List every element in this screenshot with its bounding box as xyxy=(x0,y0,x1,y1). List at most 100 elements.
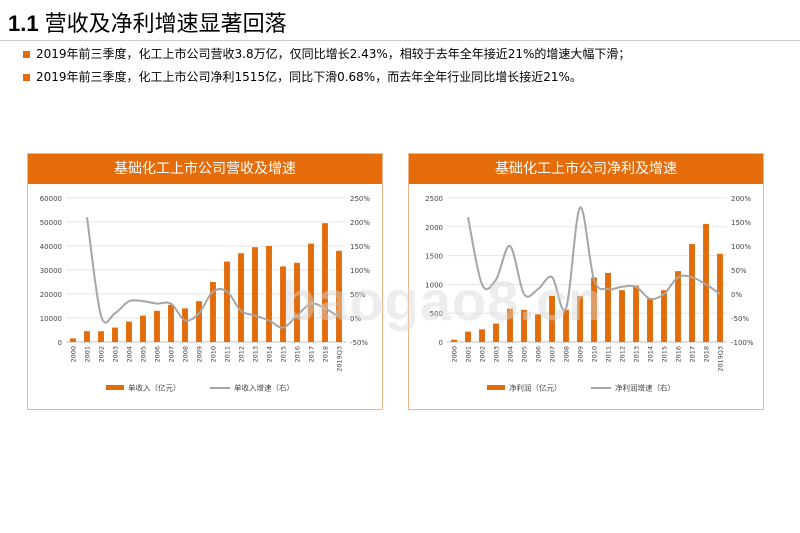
bar xyxy=(451,339,457,342)
y2-tick-label: -100% xyxy=(731,339,754,347)
x-tick-label: 2018 xyxy=(703,346,711,363)
bar xyxy=(703,223,709,342)
x-tick-label: 2016 xyxy=(294,346,302,363)
bar xyxy=(465,331,471,342)
bullet-item: 2019年前三季度，化工上市公司营收3.8万亿，仅同比增长2.43%，相较于去年… xyxy=(23,43,631,66)
bar xyxy=(98,331,104,342)
y2-tick-label: 0% xyxy=(731,291,742,299)
x-tick-label: 2009 xyxy=(196,346,204,363)
x-tick-label: 2010 xyxy=(210,346,218,363)
x-tick-label: 2013 xyxy=(252,346,260,363)
y2-tick-label: 50% xyxy=(731,267,747,275)
legend-label: 净利润（亿元） xyxy=(509,383,562,393)
bullet-text: 2019年前三季度，化工上市公司营收3.8万亿，仅同比增长2.43%，相较于去年… xyxy=(36,47,631,61)
profit-chart-panel: 基础化工上市公司净利及增速 0 500 1000 1500 2000 2500 -100% -… xyxy=(408,153,764,410)
bullet-list: 2019年前三季度，化工上市公司营收3.8万亿，仅同比增长2.43%，相较于去年… xyxy=(23,43,631,89)
bar xyxy=(168,304,174,342)
y2-tick-label: 150% xyxy=(731,219,751,227)
legend-label: 单收入增速（右） xyxy=(234,383,294,393)
x-tick-label: 2012 xyxy=(619,346,627,363)
x-tick-label: 2000 xyxy=(70,346,78,363)
y2-tick-label: 200% xyxy=(350,219,370,227)
bullet-item: 2019年前三季度，化工上市公司净利1515亿，同比下滑0.68%，而去年全年行… xyxy=(23,66,630,89)
bar xyxy=(252,247,258,342)
y-tick-label: 500 xyxy=(430,310,443,318)
bar xyxy=(140,315,146,342)
x-tick-label: 2002 xyxy=(479,346,487,363)
bar xyxy=(294,262,300,342)
x-tick-label: 2003 xyxy=(493,346,501,363)
bar xyxy=(182,308,188,342)
bar xyxy=(84,331,90,342)
bar xyxy=(717,253,723,342)
y-tick-label: 60000 xyxy=(40,195,62,203)
bar xyxy=(126,321,132,342)
x-tick-label: 2007 xyxy=(549,346,557,363)
bar xyxy=(577,295,583,342)
growth-line xyxy=(467,206,721,312)
x-tick-label: 2008 xyxy=(563,346,571,363)
x-tick-label: 2009 xyxy=(577,346,585,363)
x-tick-label: 2000 xyxy=(451,346,459,363)
bar xyxy=(535,314,541,342)
title-text: 营收及净利增速显著回落 xyxy=(44,12,287,37)
bar xyxy=(322,223,328,342)
x-tick-label: 2011 xyxy=(224,346,232,363)
y-tick-label: 40000 xyxy=(40,243,62,251)
bar xyxy=(280,266,286,342)
y-tick-label: 20000 xyxy=(40,291,62,299)
x-tick-label: 2011 xyxy=(605,346,613,363)
bar xyxy=(661,290,667,342)
section-number: 1.1 xyxy=(8,11,39,36)
x-tick-label: 2015 xyxy=(661,346,669,363)
bar xyxy=(266,246,272,342)
chart-title: 基础化工上市公司净利及增速 xyxy=(409,154,763,184)
x-tick-label: 2012 xyxy=(238,346,246,363)
x-tick-label: 2008 xyxy=(182,346,190,363)
bar xyxy=(238,253,244,342)
x-tick-label: 2004 xyxy=(126,346,134,363)
y-tick-label: 50000 xyxy=(40,219,62,227)
y2-tick-label: 100% xyxy=(350,267,370,275)
chart-title: 基础化工上市公司营收及增速 xyxy=(28,154,382,184)
y2-tick-label: 50% xyxy=(350,291,366,299)
bar xyxy=(493,323,499,342)
bar xyxy=(479,329,485,342)
bar xyxy=(224,261,230,342)
x-tick-label: 2005 xyxy=(521,346,529,363)
y-tick-label: 10000 xyxy=(40,315,62,323)
x-tick-label: 2006 xyxy=(154,346,162,363)
bar xyxy=(196,301,202,342)
x-tick-label: 2013 xyxy=(633,346,641,363)
x-tick-label: 2001 xyxy=(465,346,473,363)
x-tick-label: 2003 xyxy=(112,346,120,363)
legend-label: 净利润增速（右） xyxy=(615,383,675,393)
bar xyxy=(70,338,76,342)
y-tick-label: 0 xyxy=(439,339,443,347)
x-tick-label: 2014 xyxy=(266,346,274,363)
growth-line xyxy=(86,217,340,329)
bar xyxy=(308,243,314,342)
bar xyxy=(591,277,597,342)
bar xyxy=(336,250,342,342)
x-tick-label: 2001 xyxy=(84,346,92,363)
y-tick-label: 2000 xyxy=(425,224,443,232)
y-tick-label: 1500 xyxy=(425,253,443,261)
y2-tick-label: -50% xyxy=(350,339,368,347)
x-tick-label: 2006 xyxy=(535,346,543,363)
bar xyxy=(507,308,513,342)
x-tick-label: 2017 xyxy=(689,346,697,363)
y-tick-label: 1000 xyxy=(425,281,443,289)
x-tick-label: 2019Q3 xyxy=(336,346,344,372)
x-tick-label: 2015 xyxy=(280,346,288,363)
y-tick-label: 2500 xyxy=(425,195,443,203)
bar xyxy=(605,272,611,342)
x-tick-label: 2004 xyxy=(507,346,515,363)
y-tick-label: 0 xyxy=(58,339,62,347)
x-tick-label: 2018 xyxy=(322,346,330,363)
bullet-text: 2019年前三季度，化工上市公司净利1515亿，同比下滑0.68%，而去年全年行… xyxy=(36,70,582,84)
x-tick-label: 2010 xyxy=(591,346,599,363)
legend-bar-swatch xyxy=(106,385,124,390)
x-tick-label: 2005 xyxy=(140,346,148,363)
y2-tick-label: 250% xyxy=(350,195,370,203)
